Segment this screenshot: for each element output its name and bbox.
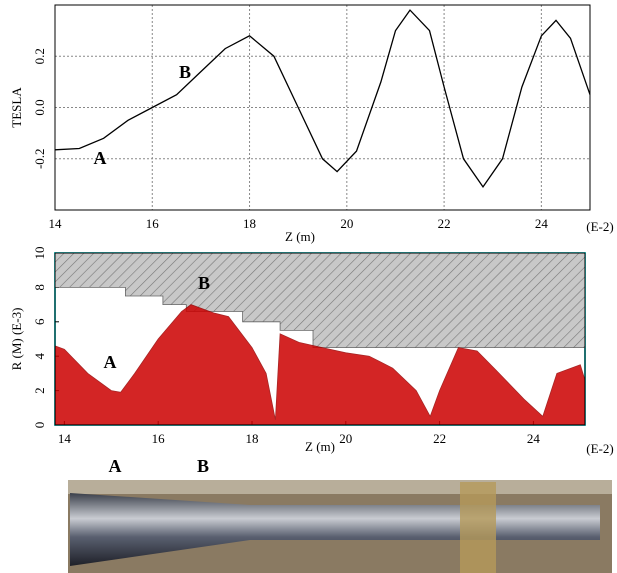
plot-border	[54, 4, 591, 211]
y-tick-label: -0.2	[32, 148, 47, 169]
x-tick-label: 20	[339, 431, 352, 446]
aperture	[54, 252, 586, 348]
photo-flange	[460, 482, 496, 573]
y-tick-label: 6	[32, 318, 47, 325]
x-tick-label: 18	[243, 216, 256, 231]
x-tick-label: 18	[245, 431, 258, 446]
y-axis-label: TESLA	[9, 87, 24, 128]
y-tick-label: 4	[32, 352, 47, 359]
x-tick-label: 20	[340, 216, 353, 231]
photo-label: A	[109, 456, 122, 476]
x-axis-unit: (E-2)	[586, 219, 613, 234]
annotation: A	[104, 352, 117, 372]
photo-top	[68, 480, 612, 494]
annotation: B	[179, 62, 191, 82]
x-tick-label: 24	[535, 216, 549, 231]
annotation: A	[94, 148, 107, 168]
y-axis-label: R (M) (E-3)	[9, 308, 24, 371]
annotation: B	[198, 273, 210, 293]
x-tick-label: 14	[49, 216, 63, 231]
x-axis-unit: (E-2)	[586, 441, 613, 456]
y-tick-label: 2	[32, 387, 47, 394]
plot-border	[54, 252, 586, 426]
x-tick-label: 22	[438, 216, 451, 231]
photo: A B	[68, 456, 612, 573]
particle-envelope	[54, 304, 586, 426]
y-tick-label: 8	[32, 284, 47, 291]
x-tick-label: 16	[146, 216, 160, 231]
x-tick-label: 14	[58, 431, 72, 446]
x-axis-label: Z (m)	[285, 229, 315, 244]
y-tick-label: 0.0	[32, 99, 47, 115]
x-tick-label: 22	[433, 431, 446, 446]
y-tick-label: 0.2	[32, 48, 47, 64]
y-tick-label: 10	[32, 247, 47, 260]
photo-label: B	[197, 456, 209, 476]
y-tick-label: 0	[32, 422, 47, 429]
x-tick-label: 24	[527, 431, 541, 446]
data-line	[54, 9, 591, 189]
x-axis-label: Z (m)	[305, 439, 335, 454]
x-tick-label: 16	[152, 431, 166, 446]
